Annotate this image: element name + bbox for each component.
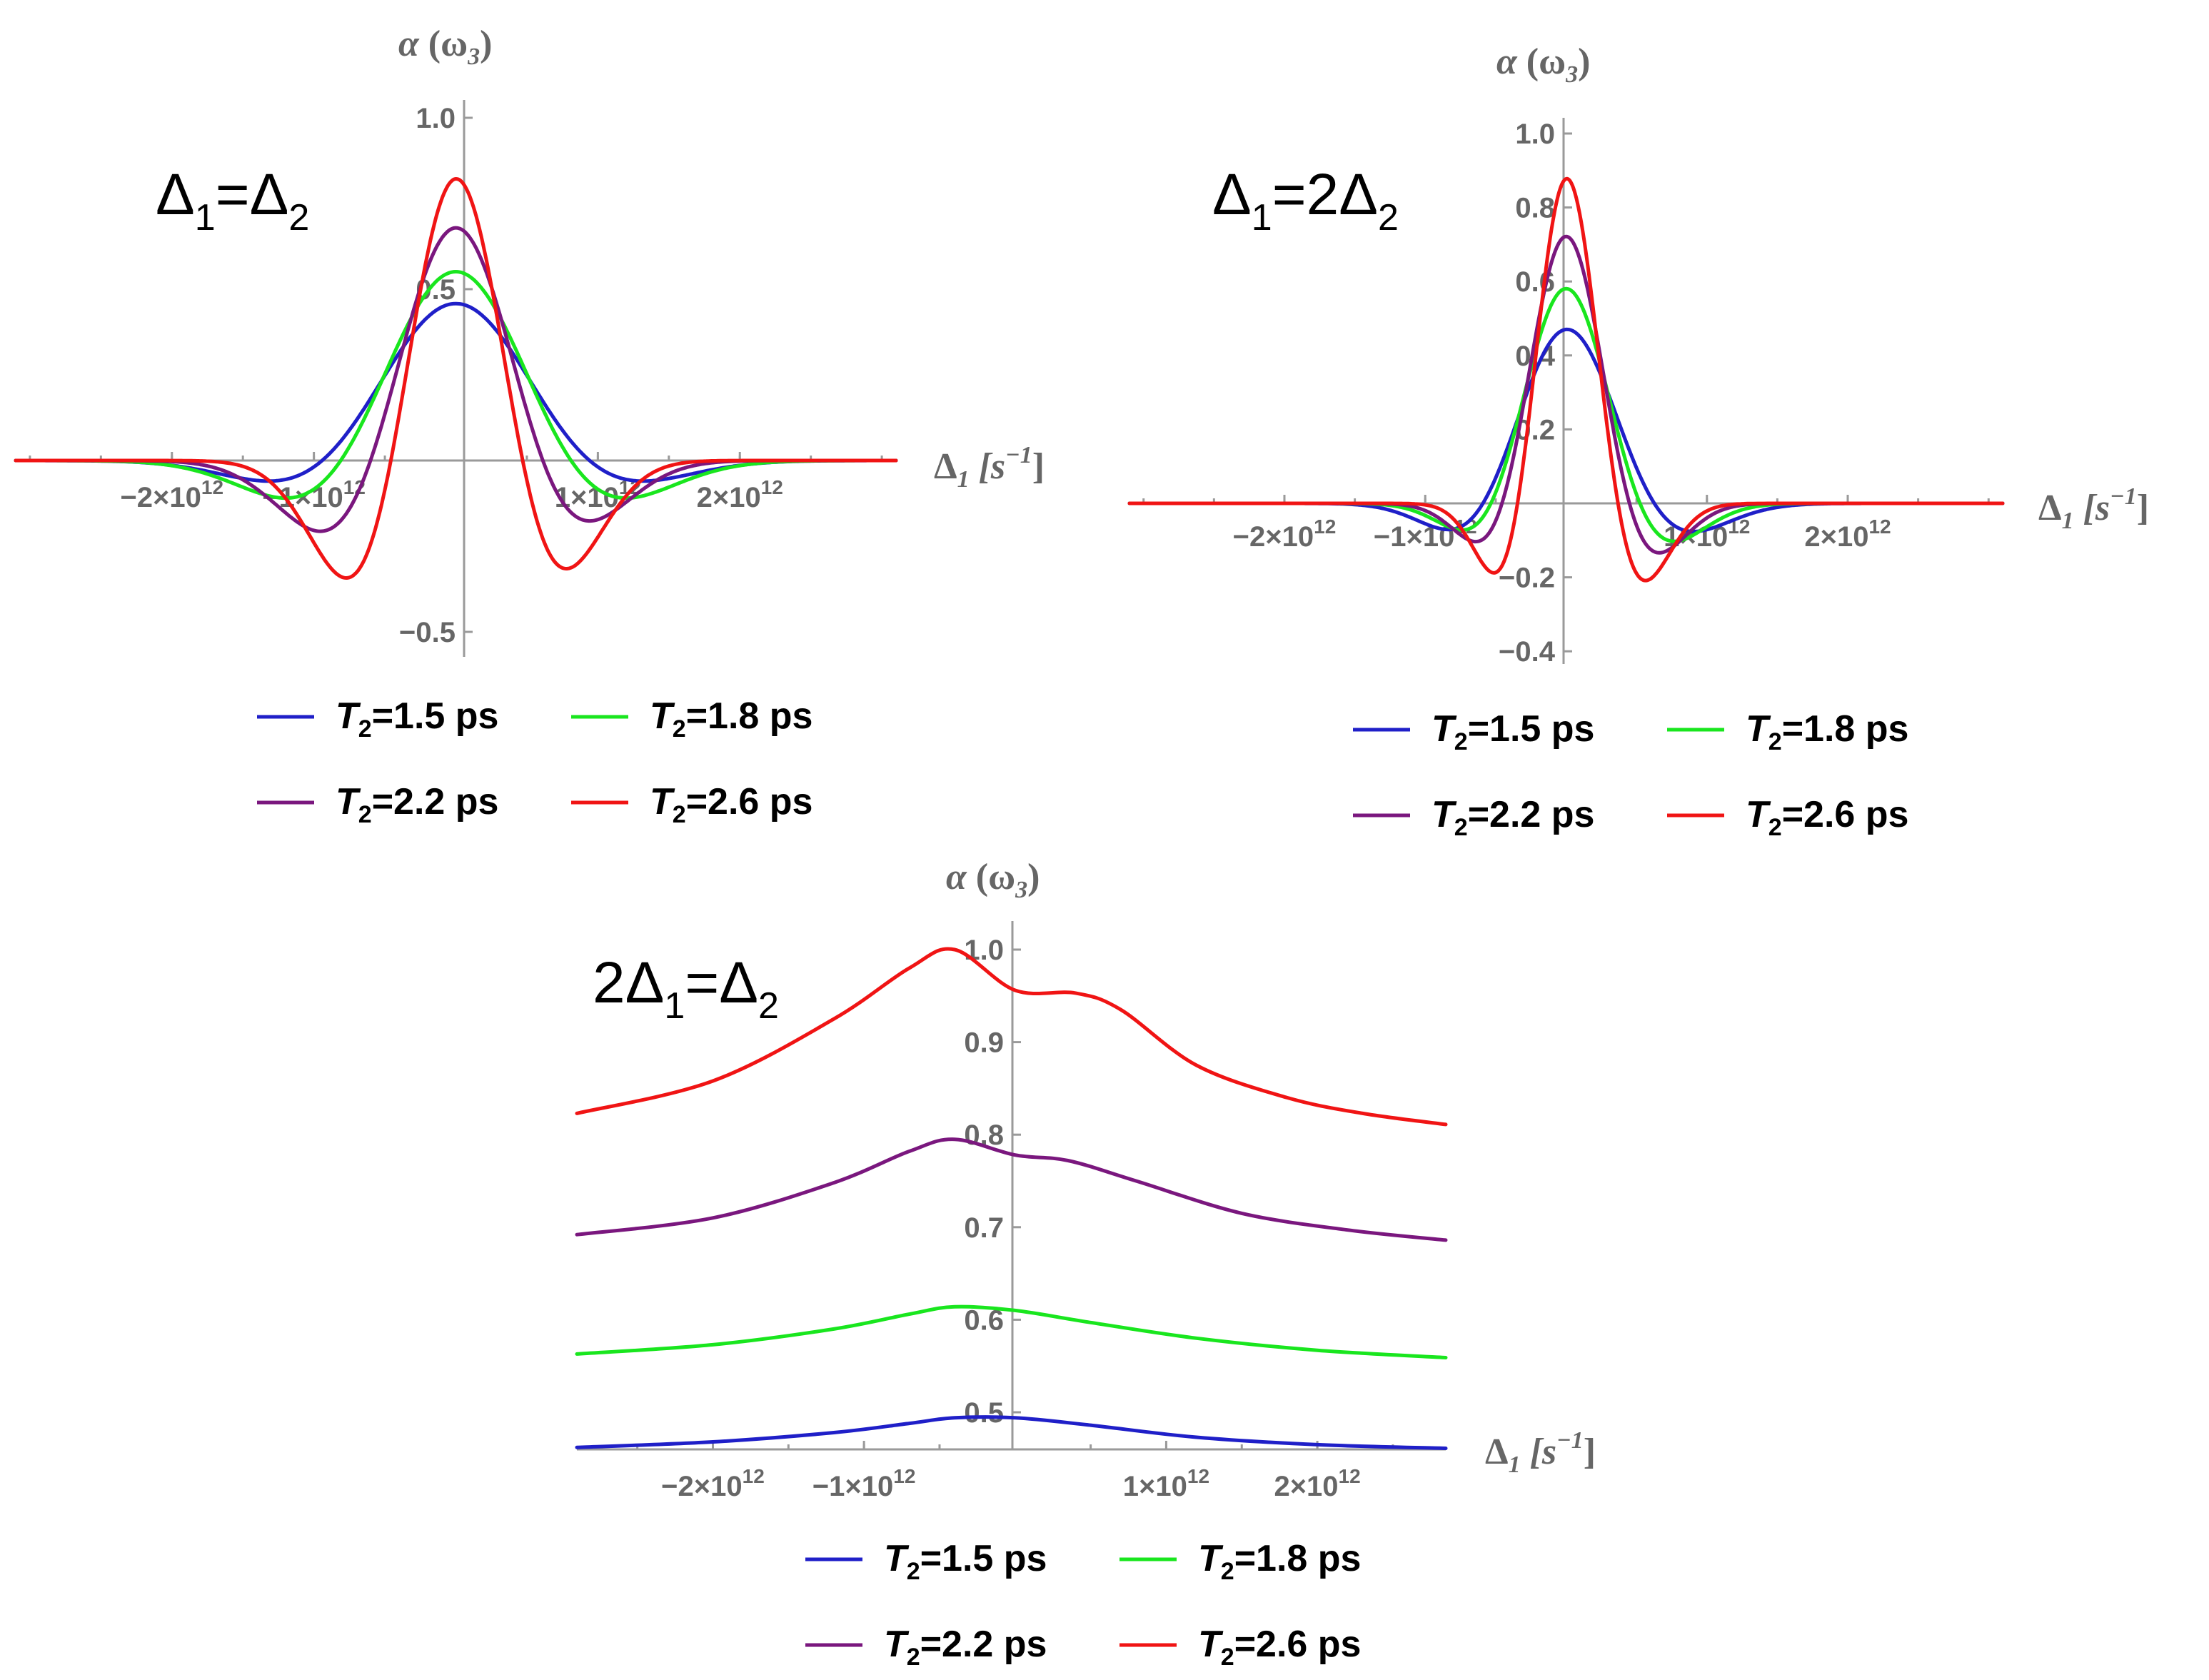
y-tick-label: 1.0 (416, 103, 456, 134)
y-tick-label: −0.4 (1499, 636, 1556, 668)
panel-1-plot: −2×1012 −1×1012 1×1012 2×1012−0.50.51.0 (14, 100, 898, 657)
series-line-3 (1127, 234, 2005, 555)
series-line-2 (14, 270, 898, 501)
legend-item: T2=1.5 ps (805, 1538, 1047, 1585)
x-tick-label: 2×1012 (697, 476, 783, 513)
legend-label: T2=1.5 ps (884, 1538, 1047, 1585)
legend-item: T2=2.2 ps (257, 781, 498, 828)
legend-label: T2=2.2 ps (884, 1624, 1047, 1671)
x-tick-label: −2×1012 (120, 476, 223, 513)
legend-item: T2=2.6 ps (1667, 794, 1908, 841)
series-line-4 (1127, 176, 2005, 583)
series-line-1 (14, 301, 898, 483)
svg-text:α (ω3): α (ω3) (1496, 41, 1590, 88)
series-line-4 (14, 176, 898, 580)
series-line-3 (575, 1137, 1448, 1242)
series-line-4 (575, 947, 1448, 1127)
x-tick-label: −2×1012 (661, 1465, 765, 1502)
svg-text:Δ1 [s−1]: Δ1 [s−1] (1485, 1427, 1596, 1478)
legend-label: T2=2.6 ps (1746, 794, 1908, 841)
panel-2-title: Δ1=2Δ2 (1212, 162, 1399, 238)
legend-item: T2=1.8 ps (571, 695, 812, 743)
y-tick-label: 0.5 (964, 1397, 1004, 1429)
legend-item: T2=2.2 ps (805, 1624, 1047, 1671)
legend-label: T2=1.8 ps (1746, 708, 1908, 755)
legend-label: T2=1.8 ps (1198, 1538, 1361, 1585)
y-tick-label: 0.7 (964, 1212, 1004, 1244)
svg-text:α (ω3): α (ω3) (398, 24, 492, 70)
panel-3-plot: −2×1012 −1×1012 1×1012 2×10120.50.60.70.80.… (575, 921, 1448, 1502)
y-tick-label: −0.2 (1499, 563, 1555, 594)
legend-label: T2=1.5 ps (1431, 708, 1594, 755)
y-tick-label: −0.5 (399, 617, 456, 648)
legend-item: T2=1.5 ps (1353, 708, 1594, 755)
panel-2-y-axis-label: α (ω3) (1496, 41, 1590, 88)
panel-3-y-axis-label: α (ω3) (946, 857, 1040, 903)
x-tick-label: 2×1012 (1804, 515, 1891, 553)
legend-label: T2=2.6 ps (1198, 1624, 1361, 1671)
y-tick-label: 1.0 (964, 935, 1004, 966)
legend-label: T2=2.2 ps (336, 781, 498, 828)
legend-item: T2=1.5 ps (257, 695, 498, 743)
legend-label: T2=1.8 ps (650, 695, 812, 743)
series-line-1 (575, 1415, 1448, 1450)
x-tick-label: 2×1012 (1274, 1465, 1360, 1502)
panel-3: 2Δ1=Δ2 −2×1012 −1×1012 1×1012 2×10120.50.60… (575, 857, 1596, 1671)
panel-2: Δ1=2Δ2 −2×1012 −1×1012 1×1012 2×1012−0.4−0.… (1127, 41, 2149, 841)
panel-2-plot: −2×1012 −1×1012 1×1012 2×1012−0.4−0.20.20.4… (1127, 118, 2005, 668)
panel-1-y-axis-label: α (ω3) (398, 24, 492, 70)
legend-item: T2=1.8 ps (1119, 1538, 1361, 1585)
panel-1-legend: T2=1.5 ps T2=1.8 ps T2=2.2 ps T2=2.6 ps (257, 695, 812, 828)
y-tick-label: 0.8 (1515, 193, 1555, 224)
panel-3-title: 2Δ1=Δ2 (593, 950, 779, 1027)
panel-3-x-axis-label: Δ1 [s−1] (1485, 1427, 1596, 1478)
legend-item: T2=1.8 ps (1667, 708, 1908, 755)
legend-label: T2=2.6 ps (650, 781, 812, 828)
panel-2-legend: T2=1.5 ps T2=1.8 ps T2=2.2 ps T2=2.6 ps (1353, 708, 1908, 841)
legend-label: T2=1.5 ps (336, 695, 498, 743)
y-tick-label: 0.9 (964, 1027, 1004, 1059)
legend-label: T2=2.2 ps (1431, 794, 1594, 841)
svg-text:Δ1 [s−1]: Δ1 [s−1] (2038, 483, 2149, 534)
legend-item: T2=2.2 ps (1353, 794, 1594, 841)
x-tick-label: 1×1012 (1123, 1465, 1209, 1502)
x-tick-label: −2×1012 (1233, 515, 1337, 553)
legend-item: T2=2.6 ps (571, 781, 812, 828)
svg-text:Δ1 [s−1]: Δ1 [s−1] (934, 442, 1045, 493)
panel-1: Δ1=Δ2 −2×1012 −1×1012 1×1012 2×1012−0.50.51… (14, 24, 1045, 828)
x-tick-label: −1×1012 (812, 1465, 916, 1502)
svg-text:α (ω3): α (ω3) (946, 857, 1040, 903)
panel-3-legend: T2=1.5 ps T2=1.8 ps T2=2.2 ps T2=2.6 ps (805, 1538, 1361, 1671)
series-line-2 (575, 1304, 1448, 1359)
legend-item: T2=2.6 ps (1119, 1624, 1361, 1671)
panel-1-title: Δ1=Δ2 (156, 162, 309, 238)
y-tick-label: 1.0 (1515, 119, 1555, 150)
panel-1-x-axis-label: Δ1 [s−1] (934, 442, 1045, 493)
panel-2-x-axis-label: Δ1 [s−1] (2038, 483, 2149, 534)
series-line-1 (1127, 327, 2005, 533)
x-tick-label: 1×1012 (1664, 515, 1750, 553)
